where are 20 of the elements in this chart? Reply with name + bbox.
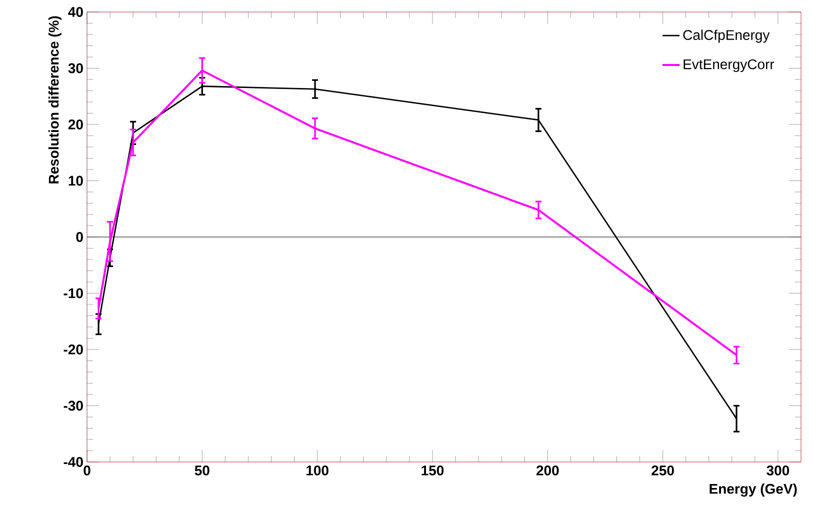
x-tick-label: 200 xyxy=(536,466,559,476)
y-tick-label: 20 xyxy=(68,120,83,130)
legend-label: CalCfpEnergy xyxy=(683,30,770,43)
x-tick-label: 100 xyxy=(306,466,328,476)
legend-label: EvtEnergyCorr xyxy=(684,59,774,72)
y-tick-label: -40 xyxy=(64,457,83,467)
x-tick-label: 0 xyxy=(84,466,90,476)
x-tick-label: 50 xyxy=(194,466,210,476)
x-tick-label: 150 xyxy=(422,466,444,476)
y-tick-label: -30 xyxy=(64,400,83,411)
y-tick-label: -10 xyxy=(64,288,83,298)
x-axis-title: Energy (GeV) xyxy=(710,484,797,497)
y-tick-label: 10 xyxy=(68,176,83,186)
y-axis-title: Resolution difference (%) xyxy=(48,16,62,184)
y-tick-label: 30 xyxy=(68,63,83,74)
y-tick-label: -20 xyxy=(64,344,83,354)
y-tick-label: 40 xyxy=(68,7,83,17)
y-tick-label: 0 xyxy=(76,232,83,242)
x-tick-label: 250 xyxy=(652,466,674,476)
x-tick-label: 300 xyxy=(766,466,790,476)
